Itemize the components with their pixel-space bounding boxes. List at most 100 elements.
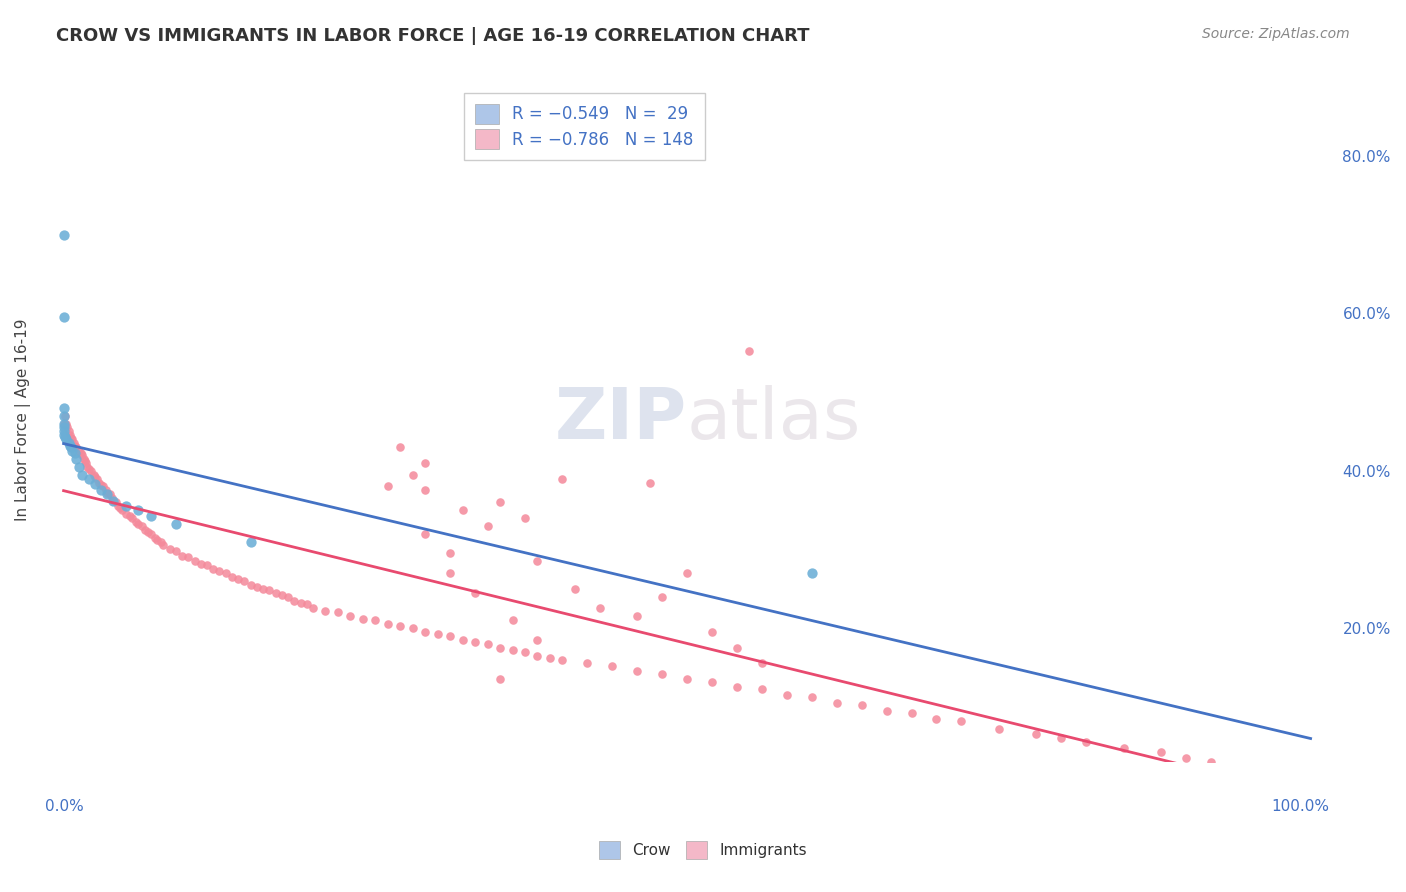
Point [177,550,200,565]
Point [477,637,499,651]
Point [776,688,799,702]
Point [439,629,461,643]
Point [115,507,138,521]
Point [364,613,387,627]
Point [52,401,75,415]
Point [98,487,121,501]
Point [526,554,548,568]
Point [751,682,773,697]
Point [464,585,486,599]
Point [439,546,461,560]
Point [93,479,115,493]
Point [489,640,512,655]
Point [195,558,218,573]
Point [127,517,149,532]
Point [107,499,129,513]
Point [651,666,673,681]
Text: 100.0%: 100.0% [1271,799,1329,814]
Point [413,483,436,498]
Point [513,645,536,659]
Point [90,483,112,498]
Point [94,483,117,498]
Point [55,432,77,446]
Point [239,534,262,549]
Point [56,420,79,434]
Text: CROW VS IMMIGRANTS IN LABOR FORCE | AGE 16-19 CORRELATION CHART: CROW VS IMMIGRANTS IN LABOR FORCE | AGE … [56,27,810,45]
Point [139,526,162,541]
Point [165,544,187,558]
Point [314,604,336,618]
Point [464,635,486,649]
Point [72,452,94,467]
Point [62,436,84,450]
Point [413,625,436,640]
Point [800,566,823,580]
Point [83,477,105,491]
Point [738,344,761,359]
Point [118,509,141,524]
Point [75,456,97,470]
Point [851,698,873,713]
Point [576,657,599,671]
Point [489,672,512,686]
Point [52,420,75,434]
Point [477,518,499,533]
Point [52,428,75,442]
Point [183,554,205,568]
Point [725,640,748,655]
Text: ZIP: ZIP [555,385,688,454]
Point [55,417,77,431]
Point [1274,766,1296,780]
Point [1150,745,1173,759]
Point [725,680,748,694]
Point [65,452,87,467]
Point [402,621,425,635]
Point [451,503,474,517]
Point [1076,735,1098,749]
Point [413,526,436,541]
Point [90,478,112,492]
Point [159,542,181,557]
Point [63,446,86,460]
Point [950,714,973,728]
Point [377,617,399,632]
Point [87,475,110,490]
Point [377,479,399,493]
Point [900,706,922,720]
Point [152,539,174,553]
Point [221,570,243,584]
Point [751,657,773,671]
Point [600,658,623,673]
Point [352,612,374,626]
Point [208,565,231,579]
Point [426,627,449,641]
Text: 0.0%: 0.0% [45,799,83,814]
Point [127,503,149,517]
Text: Source: ZipAtlas.com: Source: ZipAtlas.com [1202,27,1350,41]
Point [60,431,83,445]
Point [239,578,262,592]
Y-axis label: In Labor Force | Age 16-19: In Labor Force | Age 16-19 [15,318,31,521]
Point [1174,751,1197,765]
Point [339,609,361,624]
Point [259,583,281,598]
Point [1237,761,1260,775]
Point [1199,755,1222,769]
Point [564,582,586,596]
Point [138,525,160,540]
Point [67,444,90,458]
Point [76,459,98,474]
Point [626,665,648,679]
Point [538,651,561,665]
Point [526,632,548,647]
Point [103,493,125,508]
Point [589,601,612,615]
Point [103,493,125,508]
Point [876,704,898,718]
Point [264,585,287,599]
Point [295,598,318,612]
Point [551,652,574,666]
Point [58,425,80,439]
Point [73,454,96,468]
Point [302,601,325,615]
